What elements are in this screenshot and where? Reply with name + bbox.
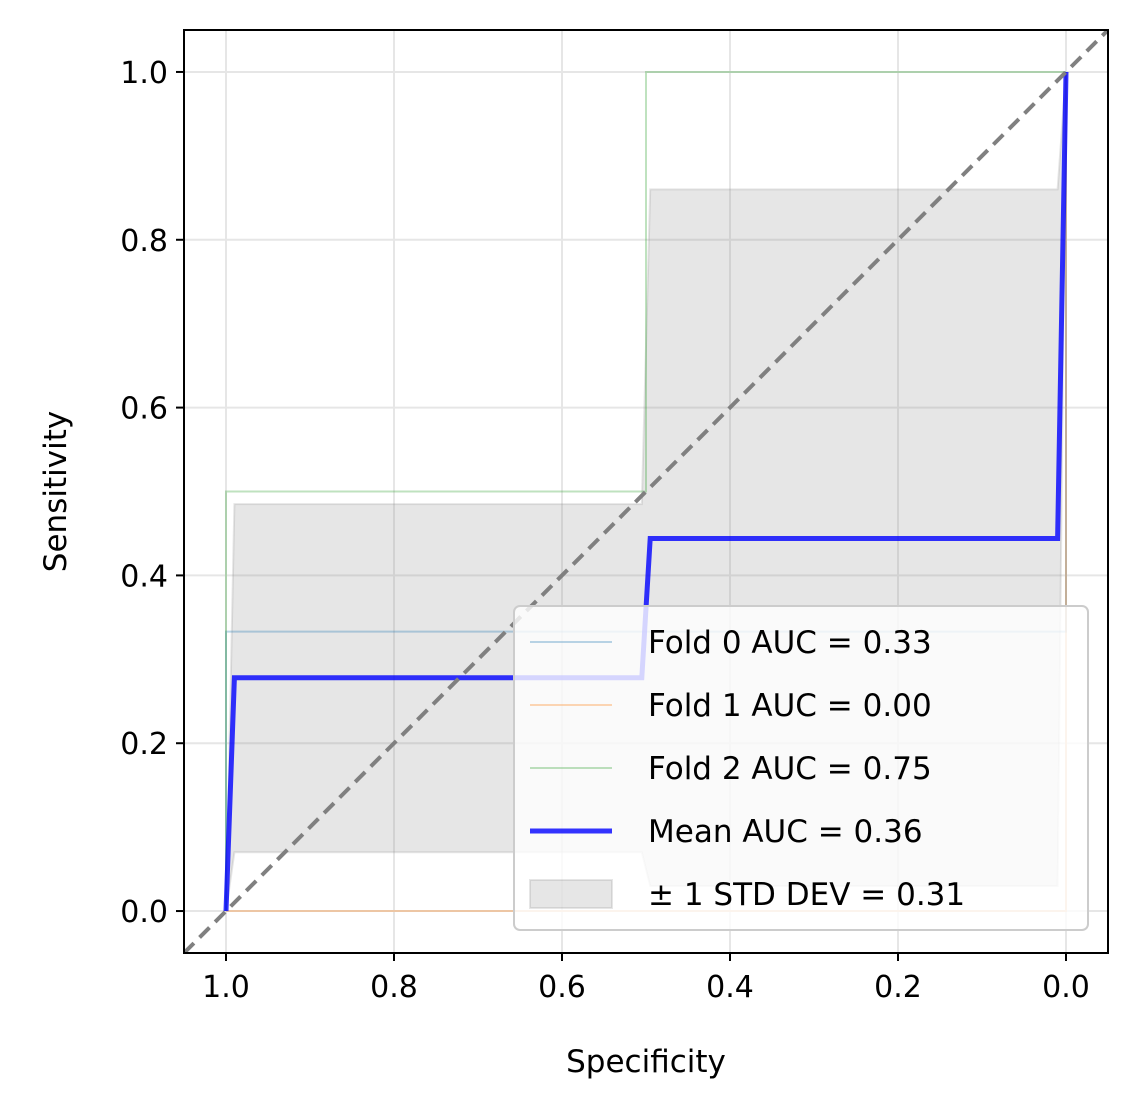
axes: 1.0 0.8 0.6 0.4 0.2 0.0 0.0 0.2 0.4 0.6 0.8 1.0 <box>120 29 1109 1005</box>
x-tick-label-5: 0.0 <box>1042 970 1090 1005</box>
legend-label-2: Fold 2 AUC = 0.75 <box>648 751 932 787</box>
y-tick-label-0: 0.0 <box>120 895 168 930</box>
axes-frame <box>183 29 1109 954</box>
legend: Fold 0 AUC = 0.33 Fold 1 AUC = 0.00 Fold 2… <box>513 605 1089 931</box>
legend-label-4: ± 1 STD DEV = 0.31 <box>648 877 965 913</box>
x-axis-label: Specificity <box>566 1044 726 1080</box>
grid <box>184 30 1108 953</box>
y-tick-label-1: 0.2 <box>120 727 168 762</box>
legend-label-0: Fold 0 AUC = 0.33 <box>648 625 932 661</box>
legend-label-1: Fold 1 AUC = 0.00 <box>648 688 932 724</box>
x-tick-label-2: 0.6 <box>538 970 586 1005</box>
y-tick-label-5: 1.0 <box>120 56 168 91</box>
y-tick-label-4: 0.8 <box>120 224 168 259</box>
reference-diagonal-line <box>184 30 1108 953</box>
series-line-2 <box>225 70 1066 912</box>
y-tick-label-2: 0.4 <box>120 559 168 594</box>
legend-swatch-4 <box>529 879 613 909</box>
y-axis-label: Sensitivity <box>38 411 74 572</box>
legend-box <box>513 605 1089 931</box>
y-tick-label-3: 0.6 <box>120 392 168 427</box>
x-tick-label-3: 0.4 <box>706 970 754 1005</box>
x-tick-label-1: 0.8 <box>370 970 418 1005</box>
x-tick-label-0: 1.0 <box>202 970 250 1005</box>
legend-label-3: Mean AUC = 0.36 <box>648 814 923 850</box>
x-tick-label-4: 0.2 <box>874 970 922 1005</box>
